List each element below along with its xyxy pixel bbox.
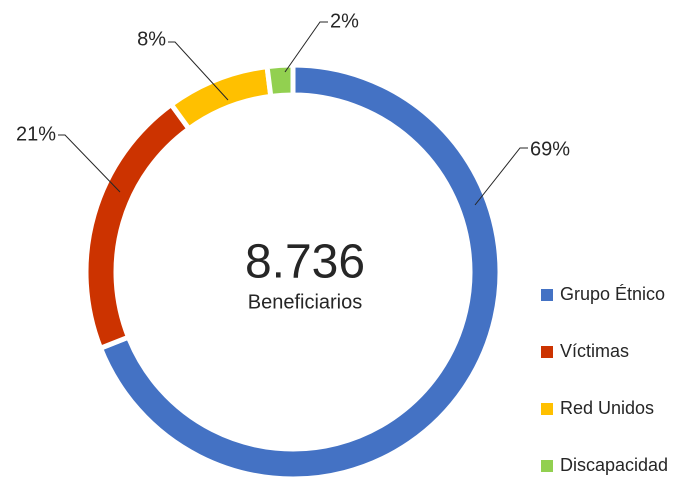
center-value: 8.736 [245, 236, 365, 289]
legend-swatch [541, 403, 553, 415]
leader-line [58, 134, 121, 193]
donut-segment [264, 62, 296, 100]
legend-swatch [541, 460, 553, 472]
donut-segment [97, 62, 503, 482]
legend-swatch [541, 346, 553, 358]
legend-label: Discapacidad [560, 455, 668, 475]
data-label: 2% [330, 10, 359, 32]
donut-segment [167, 63, 274, 133]
legend-label: Red Unidos [560, 398, 654, 418]
legend-label: Víctimas [560, 341, 629, 361]
legend-swatch [541, 289, 553, 301]
leader-line [168, 41, 229, 101]
legend-label: Grupo Étnico [560, 284, 665, 304]
data-label: 21% [16, 123, 56, 145]
data-label: 69% [530, 138, 570, 160]
donut-segment [83, 101, 193, 352]
leader-line [284, 21, 328, 73]
data-label: 8% [137, 28, 166, 50]
center-label: Beneficiarios [248, 291, 363, 313]
leader-line [474, 147, 528, 206]
